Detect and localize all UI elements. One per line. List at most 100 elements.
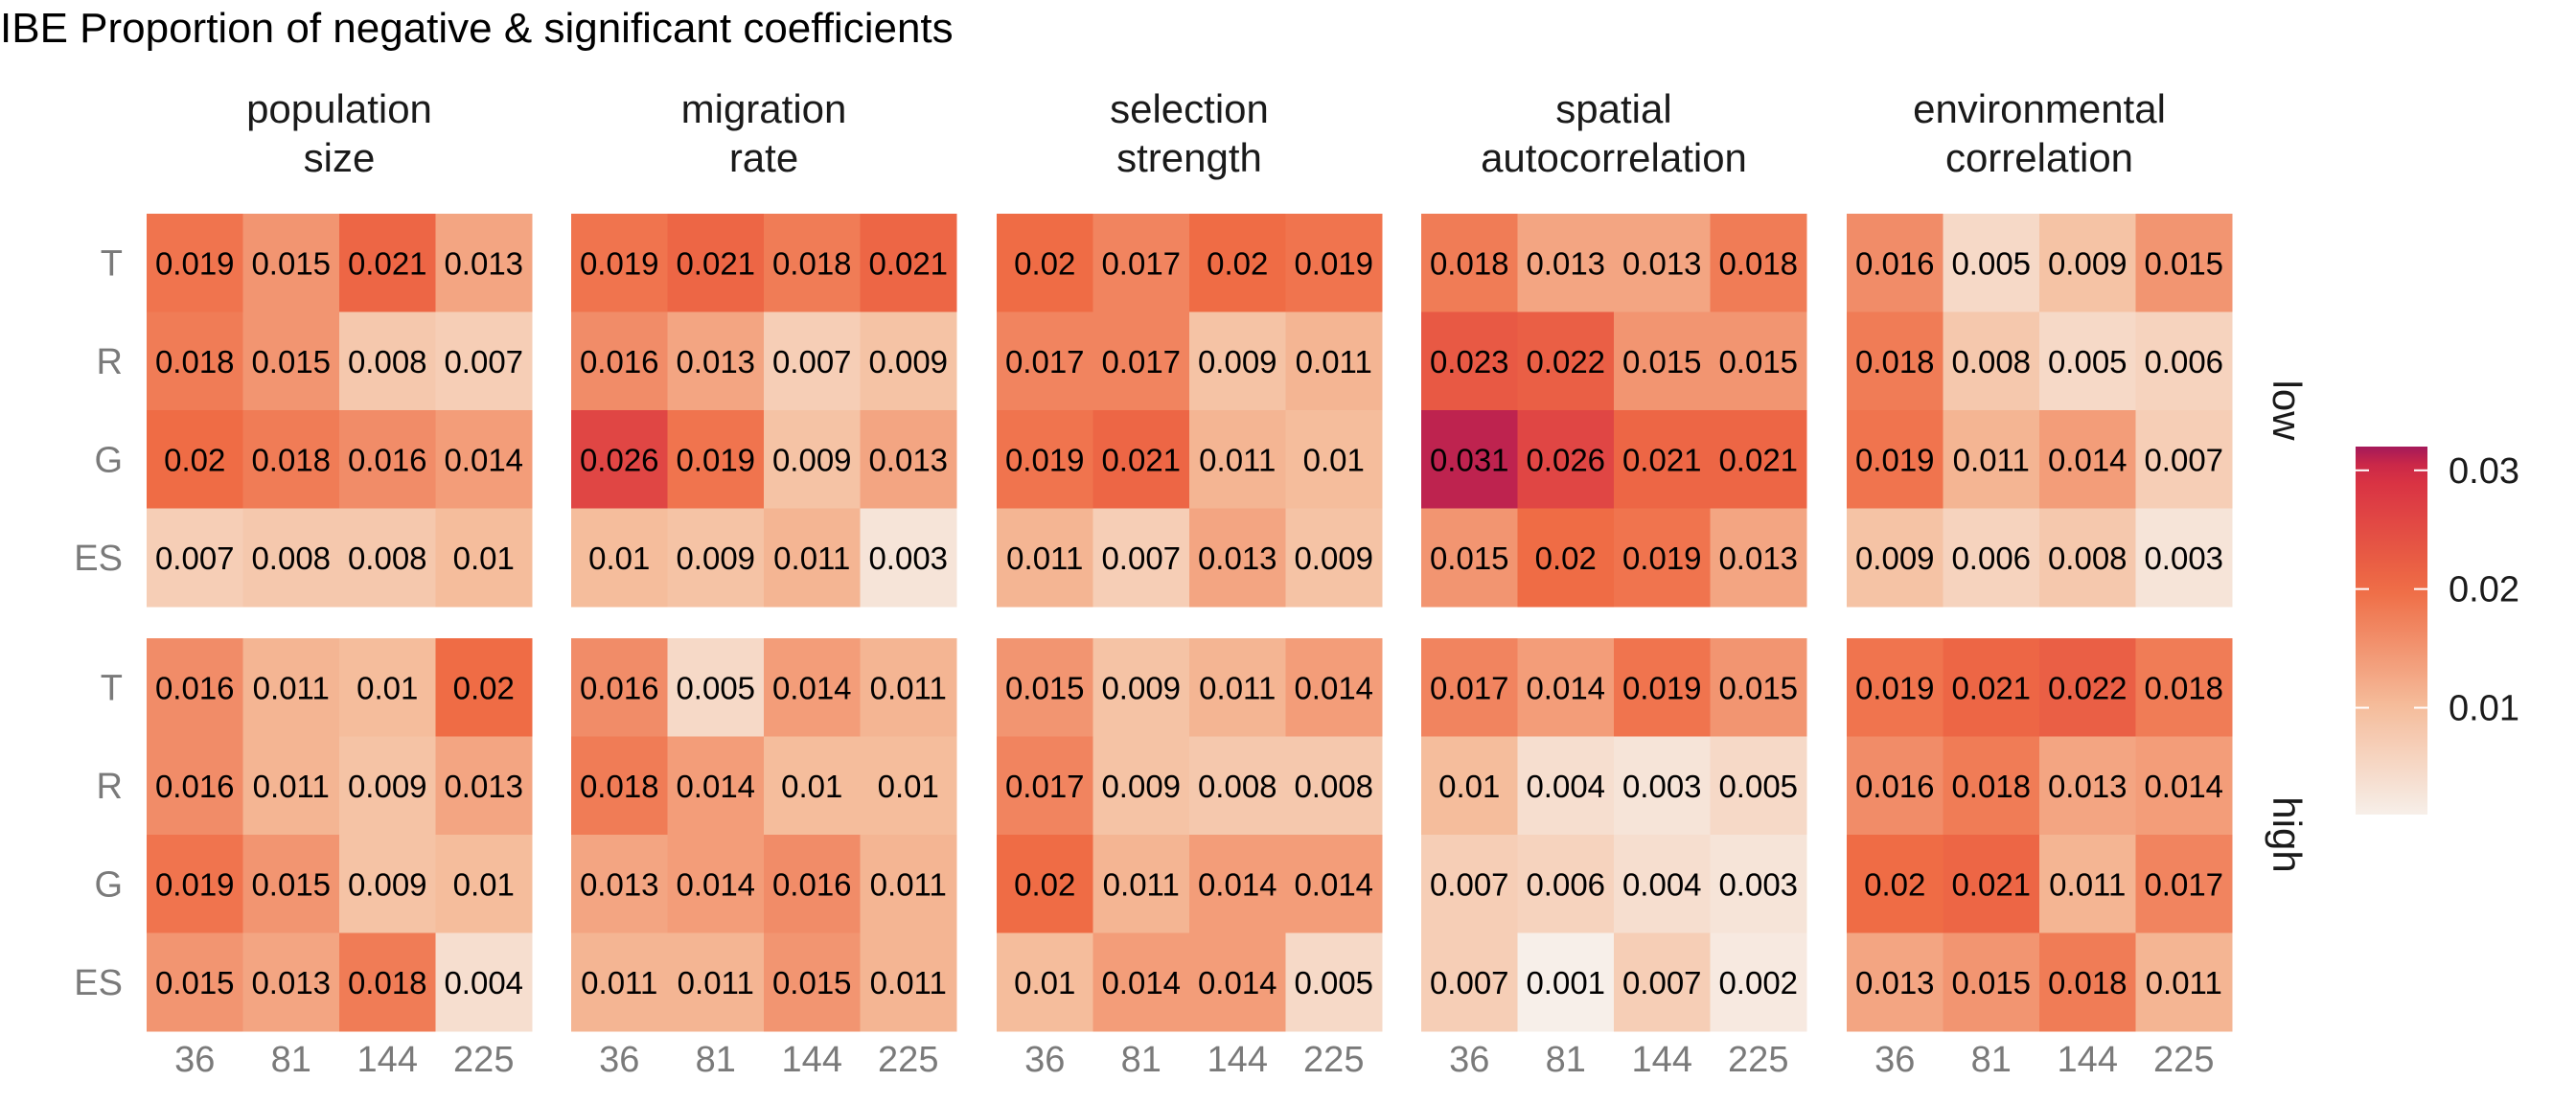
heatmap-cell [764,214,861,312]
y-tick-low-g: G [94,440,123,480]
cell-value-label: 0.015 [251,344,331,380]
cell-value-label: 0.013 [1855,965,1935,1000]
x-tick-selection-strength-225: 225 [1303,1040,1364,1080]
heatmap-cell [997,736,1093,836]
heatmap-cell [1285,214,1383,312]
heatmap-cell [2135,835,2233,933]
heatmap-cell [571,311,668,411]
heatmap-cell [1614,508,1711,608]
heatmap-cell [997,508,1093,608]
chart-title: IBE Proportion of negative & significant… [0,5,954,52]
heatmap-cell [242,410,340,509]
heatmap-cell [667,638,765,737]
cell-value-label: 0.021 [868,245,948,281]
heatmap-cell [860,638,957,737]
heatmap-cell [1710,508,1807,608]
heatmap-cell [1092,736,1190,836]
heatmap-cell [1710,410,1807,509]
facet-row-labels: low high [2265,380,2310,872]
cell-value-label: 0.008 [251,540,331,576]
cell-value-label: 0.016 [772,866,852,902]
heatmap-cell [2039,311,2136,411]
heatmap-cell [1092,410,1190,509]
x-tick-environmental-correlation-144: 144 [2058,1040,2118,1080]
cell-value-label: 0.011 [2146,965,2222,1000]
heatmap-cell [997,311,1093,411]
heatmap-cell [1189,932,1286,1032]
heatmap-cell [435,214,533,312]
heatmap-cell [1847,932,1944,1032]
heatmap-cell [1189,214,1286,312]
cell-value-label: 0.011 [678,965,754,1000]
cell-value-label: 0.016 [1855,769,1935,804]
heatmap-cell [1710,311,1807,411]
cell-value-label: 0.009 [1198,344,1277,380]
cell-value-label: 0.021 [1718,442,1798,477]
cell-value-label: 0.008 [1294,769,1373,804]
y-tick-high-es: ES [74,963,123,1003]
cell-value-label: 0.013 [868,442,948,477]
cell-value-label: 0.01 [453,866,515,902]
heatmap-cell [435,736,533,836]
heatmap-cell [339,311,436,411]
heatmap-cell [667,932,765,1032]
cell-value-label: 0.014 [1198,965,1277,1000]
cell-value-label: 0.007 [155,540,235,576]
heatmap-cell [242,638,340,737]
heatmap-cell [242,311,340,411]
heatmap-cell [1847,311,1944,411]
heatmap-cell [1092,508,1190,608]
heatmap-cell [147,932,243,1032]
cell-value-label: 0.008 [348,344,427,380]
cell-value-label: 0.015 [1430,540,1509,576]
cell-value-label: 0.018 [155,344,235,380]
heatmap-cell [764,410,861,509]
cell-value-label: 0.015 [2144,245,2223,281]
cell-value-label: 0.014 [444,442,523,477]
heatmap-cell [242,736,340,836]
facet-label-migration-rate-line-2: rate [729,135,798,180]
cell-value-label: 0.021 [1101,442,1181,477]
cell-value-label: 0.01 [356,670,418,705]
cell-value-label: 0.016 [155,670,235,705]
heatmap-cell [242,214,340,312]
cell-value-label: 0.013 [2048,769,2128,804]
heatmap-cell [1421,835,1518,933]
heatmap-cell [860,214,957,312]
heatmap-cell [860,932,957,1032]
heatmap-cell [339,638,436,737]
heatmap-cell [1943,932,2040,1032]
x-tick-environmental-correlation-36: 36 [1874,1040,1915,1080]
heatmap-cell [997,835,1093,933]
cell-value-label: 0.013 [251,965,331,1000]
heatmap-cell [764,835,861,933]
heatmap-cell [1517,311,1615,411]
heatmap-cell [1189,410,1286,509]
cell-value-label: 0.003 [868,540,948,576]
cell-value-label: 0.007 [1101,540,1181,576]
y-tick-low-es: ES [74,539,123,579]
heatmap-cell [242,835,340,933]
cell-value-label: 0.011 [870,866,947,902]
heatmap-cell [1517,214,1615,312]
cell-value-label: 0.005 [1294,965,1373,1000]
cell-value-label: 0.014 [772,670,852,705]
heatmap-cell [764,311,861,411]
cell-value-label: 0.022 [1526,344,1605,380]
facet-label-environmental-correlation-line-2: correlation [1945,135,2133,180]
cell-value-label: 0.014 [1294,866,1373,902]
cell-value-label: 0.011 [2049,866,2126,902]
heatmap-cell [1847,835,1944,933]
heatmap-cell [435,932,533,1032]
heatmap-cell [571,508,668,608]
cell-value-label: 0.01 [453,540,515,576]
heatmap-cell [571,410,668,509]
heatmap-cell [1943,311,2040,411]
cell-value-label: 0.008 [2048,540,2128,576]
heatmap-cell [667,311,765,411]
cell-value-label: 0.011 [1953,442,2030,477]
cell-value-label: 0.01 [1014,965,1075,1000]
cell-value-label: 0.003 [2144,540,2223,576]
cell-value-label: 0.02 [164,442,225,477]
cell-value-label: 0.014 [1526,670,1605,705]
